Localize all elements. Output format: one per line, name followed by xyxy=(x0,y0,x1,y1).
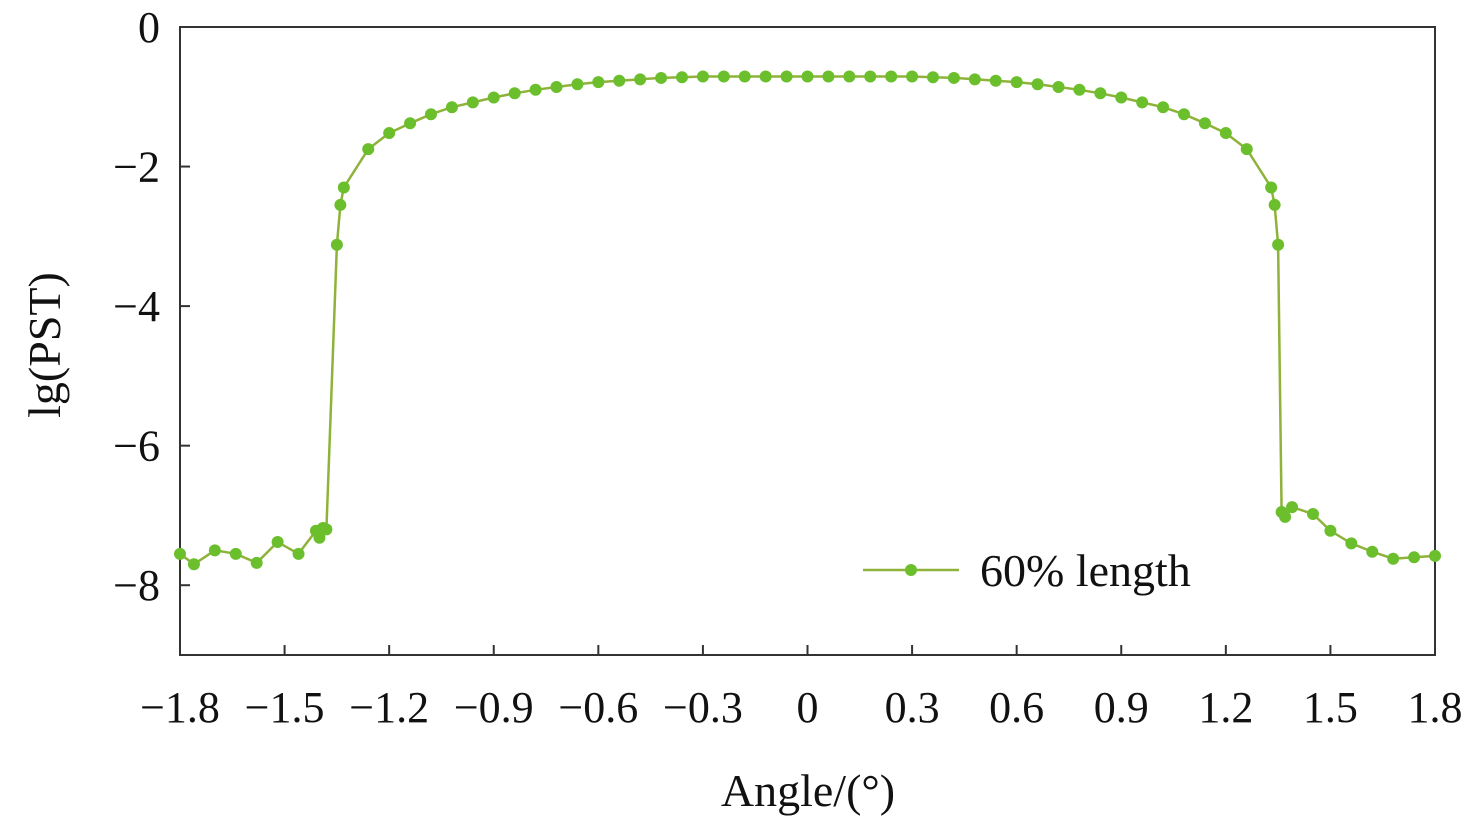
x-tick-label: 0.6 xyxy=(989,683,1044,732)
data-point xyxy=(1429,549,1441,562)
data-point xyxy=(634,73,647,86)
x-tick-label: 1.2 xyxy=(1198,683,1253,732)
data-point xyxy=(864,70,877,83)
data-point xyxy=(445,101,458,114)
y-axis-ticks: 0 −2 −4 −6 −8 xyxy=(113,3,190,610)
data-point xyxy=(320,523,333,536)
data-point xyxy=(250,556,263,569)
data-point xyxy=(487,91,500,104)
data-point xyxy=(229,547,242,560)
y-tick-label: −2 xyxy=(113,143,160,192)
data-point xyxy=(1268,198,1281,211)
legend-marker-swatch xyxy=(905,564,917,576)
data-point xyxy=(1240,143,1253,156)
data-point xyxy=(822,70,835,83)
data-point xyxy=(508,87,521,100)
data-point xyxy=(187,558,200,571)
data-point xyxy=(1178,108,1190,121)
data-point xyxy=(696,70,709,83)
data-point xyxy=(529,83,542,96)
data-point xyxy=(885,70,898,83)
data-point xyxy=(1345,537,1358,550)
data-point xyxy=(571,78,584,91)
data-point xyxy=(1219,127,1232,140)
legend-label: 60% length xyxy=(980,545,1191,596)
data-point xyxy=(927,71,939,84)
data-point xyxy=(1272,238,1285,251)
y-tick-label: −8 xyxy=(113,561,160,610)
y-tick-label: −6 xyxy=(113,422,160,471)
x-tick-label: −1.5 xyxy=(245,683,325,732)
data-point xyxy=(1408,551,1421,564)
plot-frame xyxy=(179,26,1436,656)
data-point xyxy=(1324,524,1337,537)
data-point xyxy=(1265,181,1278,194)
data-point xyxy=(208,544,221,557)
data-point xyxy=(906,70,919,83)
data-point xyxy=(550,81,563,94)
data-point xyxy=(337,181,350,194)
y-tick-label: 0 xyxy=(138,3,160,52)
data-point xyxy=(1198,117,1211,130)
data-point xyxy=(1094,87,1107,100)
data-point xyxy=(404,117,417,130)
data-point xyxy=(1073,83,1086,96)
data-point xyxy=(780,70,793,83)
y-axis-title: lg(PST) xyxy=(19,272,70,418)
data-point xyxy=(334,198,347,211)
x-tick-label: 0 xyxy=(797,683,819,732)
data-point xyxy=(717,70,730,83)
data-point xyxy=(1136,96,1149,109)
data-point xyxy=(1052,81,1065,94)
series-line xyxy=(179,75,1436,566)
x-axis-ticks: −1.8 −1.5 −1.2 −0.9 −0.6 −0.3 0 0.3 0.6 0.9 1.2 1.5… xyxy=(140,645,1463,732)
data-point xyxy=(425,108,437,121)
y-tick-label: −4 xyxy=(113,282,160,331)
data-point xyxy=(313,531,326,544)
data-point xyxy=(613,74,626,87)
data-point xyxy=(968,73,981,86)
data-point xyxy=(1010,76,1023,89)
x-tick-label: 1.8 xyxy=(1408,683,1463,732)
series-lines xyxy=(174,70,1441,571)
data-point xyxy=(989,74,1002,87)
data-point xyxy=(466,96,479,109)
data-point xyxy=(1306,508,1319,521)
data-point xyxy=(174,547,186,560)
x-tick-label: −1.8 xyxy=(140,683,220,732)
data-point xyxy=(1115,91,1128,104)
data-point xyxy=(1366,545,1379,558)
data-point xyxy=(843,70,856,83)
x-tick-label: −0.3 xyxy=(663,683,743,732)
data-point xyxy=(1279,510,1292,523)
data-point xyxy=(1157,101,1170,114)
x-tick-label: −1.2 xyxy=(349,683,429,732)
data-point xyxy=(362,143,375,156)
x-tick-label: 0.3 xyxy=(885,683,940,732)
data-point xyxy=(801,70,814,83)
data-point xyxy=(738,70,751,83)
data-point xyxy=(292,547,305,560)
data-point xyxy=(1031,78,1044,91)
data-point xyxy=(676,71,688,84)
x-tick-label: −0.9 xyxy=(454,683,534,732)
data-point xyxy=(592,76,605,89)
data-point xyxy=(330,238,343,251)
legend: 60% length xyxy=(863,545,1191,596)
x-tick-label: 0.9 xyxy=(1094,683,1149,732)
data-point xyxy=(759,70,772,83)
data-point xyxy=(383,127,396,140)
data-point xyxy=(1286,501,1299,514)
x-axis-title: Angle/(°) xyxy=(721,765,895,816)
data-point xyxy=(271,535,284,548)
x-tick-label: 1.5 xyxy=(1303,683,1358,732)
x-tick-label: −0.6 xyxy=(558,683,638,732)
data-point xyxy=(947,71,960,84)
plot-border xyxy=(179,26,1436,656)
data-point xyxy=(1387,552,1400,565)
data-point xyxy=(655,71,668,84)
